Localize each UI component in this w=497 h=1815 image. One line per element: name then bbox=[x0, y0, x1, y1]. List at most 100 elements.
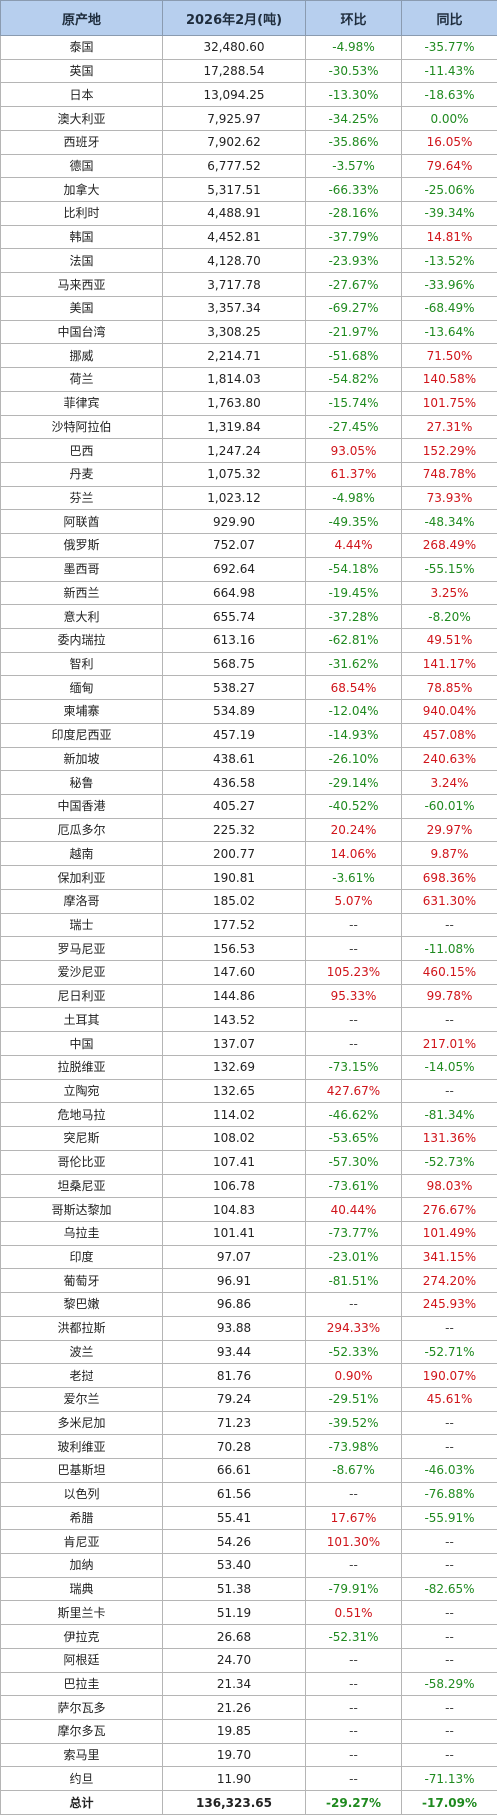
volume-cell: 79.24 bbox=[163, 1387, 306, 1411]
volume-cell: 4,452.81 bbox=[163, 225, 306, 249]
yoy-cell: -25.06% bbox=[402, 178, 497, 202]
origin-cell: 黎巴嫩 bbox=[1, 1293, 163, 1317]
yoy-cell: -- bbox=[402, 1435, 497, 1459]
mom-cell: 105.23% bbox=[306, 961, 402, 985]
mom-cell: 0.90% bbox=[306, 1364, 402, 1388]
yoy-cell: 190.07% bbox=[402, 1364, 497, 1388]
origin-cell: 总计 bbox=[1, 1791, 163, 1815]
mom-cell: -12.04% bbox=[306, 700, 402, 724]
mom-cell: -29.51% bbox=[306, 1387, 402, 1411]
mom-cell: -- bbox=[306, 1743, 402, 1767]
yoy-cell: 78.85% bbox=[402, 676, 497, 700]
mom-cell: -66.33% bbox=[306, 178, 402, 202]
yoy-cell: -11.43% bbox=[402, 59, 497, 83]
origin-cell: 丹麦 bbox=[1, 462, 163, 486]
origin-cell: 危地马拉 bbox=[1, 1103, 163, 1127]
volume-cell: 692.64 bbox=[163, 557, 306, 581]
origin-cell: 希腊 bbox=[1, 1506, 163, 1530]
volume-cell: 71.23 bbox=[163, 1411, 306, 1435]
origin-cell: 立陶宛 bbox=[1, 1079, 163, 1103]
origin-cell: 荷兰 bbox=[1, 368, 163, 392]
yoy-cell: 341.15% bbox=[402, 1245, 497, 1269]
volume-cell: 132.65 bbox=[163, 1079, 306, 1103]
yoy-cell: 27.31% bbox=[402, 415, 497, 439]
yoy-cell: -- bbox=[402, 1316, 497, 1340]
volume-cell: 752.07 bbox=[163, 534, 306, 558]
yoy-cell: -82.65% bbox=[402, 1577, 497, 1601]
origin-cell: 爱尔兰 bbox=[1, 1387, 163, 1411]
mom-cell: -53.65% bbox=[306, 1127, 402, 1151]
origin-cell: 阿联酋 bbox=[1, 510, 163, 534]
yoy-cell: -68.49% bbox=[402, 296, 497, 320]
mom-cell: -- bbox=[306, 1554, 402, 1578]
origin-cell: 韩国 bbox=[1, 225, 163, 249]
yoy-cell: 98.03% bbox=[402, 1174, 497, 1198]
origin-cell: 日本 bbox=[1, 83, 163, 107]
mom-cell: 95.33% bbox=[306, 984, 402, 1008]
origin-cell: 肯尼亚 bbox=[1, 1530, 163, 1554]
yoy-cell: 29.97% bbox=[402, 818, 497, 842]
volume-cell: 1,319.84 bbox=[163, 415, 306, 439]
origin-cell: 委内瑞拉 bbox=[1, 628, 163, 652]
mom-cell: -19.45% bbox=[306, 581, 402, 605]
yoy-cell: 276.67% bbox=[402, 1198, 497, 1222]
mom-cell: 68.54% bbox=[306, 676, 402, 700]
yoy-cell: 245.93% bbox=[402, 1293, 497, 1317]
yoy-cell: -8.20% bbox=[402, 605, 497, 629]
header-row: 原产地 2026年2月(吨) 环比 同比 bbox=[1, 1, 497, 36]
yoy-cell: 101.49% bbox=[402, 1221, 497, 1245]
origin-cell: 伊拉克 bbox=[1, 1625, 163, 1649]
mom-cell: 14.06% bbox=[306, 842, 402, 866]
volume-cell: 177.52 bbox=[163, 913, 306, 937]
origin-cell: 葡萄牙 bbox=[1, 1269, 163, 1293]
volume-cell: 190.81 bbox=[163, 866, 306, 890]
yoy-cell: -55.91% bbox=[402, 1506, 497, 1530]
mom-cell: 5.07% bbox=[306, 889, 402, 913]
origin-cell: 缅甸 bbox=[1, 676, 163, 700]
volume-cell: 32,480.60 bbox=[163, 36, 306, 60]
mom-cell: -62.81% bbox=[306, 628, 402, 652]
mom-cell: -31.62% bbox=[306, 652, 402, 676]
yoy-cell: 141.17% bbox=[402, 652, 497, 676]
volume-cell: 6,777.52 bbox=[163, 154, 306, 178]
origin-cell: 以色列 bbox=[1, 1482, 163, 1506]
yoy-cell: -- bbox=[402, 1648, 497, 1672]
mom-cell: 427.67% bbox=[306, 1079, 402, 1103]
mom-cell: 61.37% bbox=[306, 462, 402, 486]
mom-cell: 4.44% bbox=[306, 534, 402, 558]
volume-cell: 21.26 bbox=[163, 1696, 306, 1720]
yoy-cell: 748.78% bbox=[402, 462, 497, 486]
origin-cell: 泰国 bbox=[1, 36, 163, 60]
mom-cell: -4.98% bbox=[306, 486, 402, 510]
origin-cell: 中国台湾 bbox=[1, 320, 163, 344]
volume-cell: 185.02 bbox=[163, 889, 306, 913]
origin-cell: 德国 bbox=[1, 154, 163, 178]
yoy-cell: 79.64% bbox=[402, 154, 497, 178]
origin-cell: 瑞典 bbox=[1, 1577, 163, 1601]
